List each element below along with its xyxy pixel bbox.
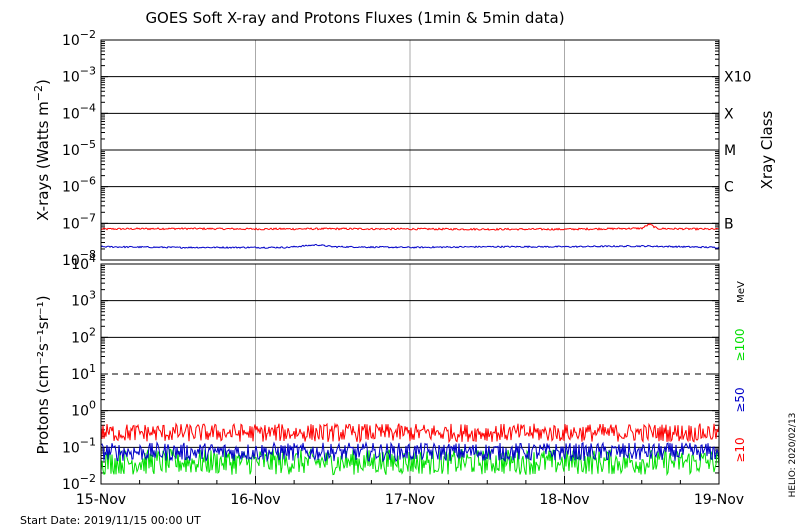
proton-y-tick-label: 101 (71, 362, 96, 383)
xray-y-tick-label: 10−4 (62, 101, 96, 122)
x-tick-label: 18-Nov (539, 492, 589, 508)
proton-unit-label: MeV (736, 281, 747, 303)
proton-y-axis-label: Protons (cm⁻²s⁻¹sr⁻¹) (34, 295, 52, 454)
proton-series-line (100, 422, 720, 444)
xray-class-label: C (724, 180, 734, 196)
x-axis-ticks: 15-Nov 16-Nov 17-Nov 18-Nov 19-Nov (76, 476, 744, 508)
xray-gridlines (101, 40, 719, 261)
xray-y-tick-label: 10−5 (62, 138, 96, 159)
proton-legend-label: ≥50 (733, 387, 747, 412)
proton-y-tick-label: 10−1 (62, 435, 96, 456)
x-tick-label: 15-Nov (76, 492, 126, 508)
proton-panel: 104 103 102 101 100 10−1 10−2 15-Nov 16-Nov 17-N… (34, 252, 747, 508)
proton-legend: ≥100 ≥50 ≥10 MeV (733, 281, 747, 463)
xray-y-ticks: 10−2 10−3 10−4 10−5 10−6 10−7 10−8 (62, 28, 96, 269)
xray-panel: 10−2 10−3 10−4 10−5 10−6 10−7 10−8 X10 X M C B X-r… (32, 28, 776, 269)
x-tick-label: 16-Nov (230, 492, 280, 508)
xray-class-label: B (724, 216, 734, 232)
helio-stamp: HELIO: 2020/02/13 (788, 413, 798, 498)
xray-plot-frame (100, 39, 720, 261)
proton-series-line (100, 441, 720, 463)
xray-class-label: X10 (724, 70, 751, 86)
proton-y-tick-label: 104 (71, 252, 96, 273)
proton-legend-label: ≥10 (733, 437, 747, 462)
proton-y-tick-label: 102 (71, 325, 96, 346)
xray-y-tick-label: 10−2 (62, 28, 96, 49)
xray-series-line (100, 222, 720, 231)
xray-class-label: M (724, 143, 736, 159)
proton-series (100, 422, 720, 477)
xray-y-tick-label: 10−3 (62, 65, 96, 86)
proton-y-tick-label: 10−2 (62, 472, 96, 493)
proton-y-ticks: 104 103 102 101 100 10−1 10−2 (62, 252, 96, 493)
xray-class-labels: X10 X M C B (724, 70, 751, 233)
xray-y-tick-label: 10−7 (62, 211, 96, 232)
xray-y-axis-label: X-rays (Watts m−2) (32, 79, 52, 221)
xray-y-tick-label: 10−8 (62, 248, 96, 269)
proton-y-tick-label: 100 (71, 399, 96, 420)
proton-legend-label: ≥100 (733, 329, 747, 362)
x-tick-label: 19-Nov (694, 492, 744, 508)
start-date-label: Start Date: 2019/11/15 00:00 UT (20, 514, 201, 527)
xray-series (100, 222, 720, 249)
xray-class-label: X (724, 106, 734, 122)
xray-class-axis-label: Xray Class (758, 110, 776, 189)
xray-series-line (100, 243, 720, 249)
xray-y-tick-label: 10−6 (62, 175, 96, 196)
proton-y-tick-label: 103 (71, 289, 96, 310)
x-tick-label: 17-Nov (385, 492, 435, 508)
proton-series-line (100, 447, 720, 477)
chart-title: GOES Soft X-ray and Protons Fluxes (1min… (145, 9, 564, 27)
